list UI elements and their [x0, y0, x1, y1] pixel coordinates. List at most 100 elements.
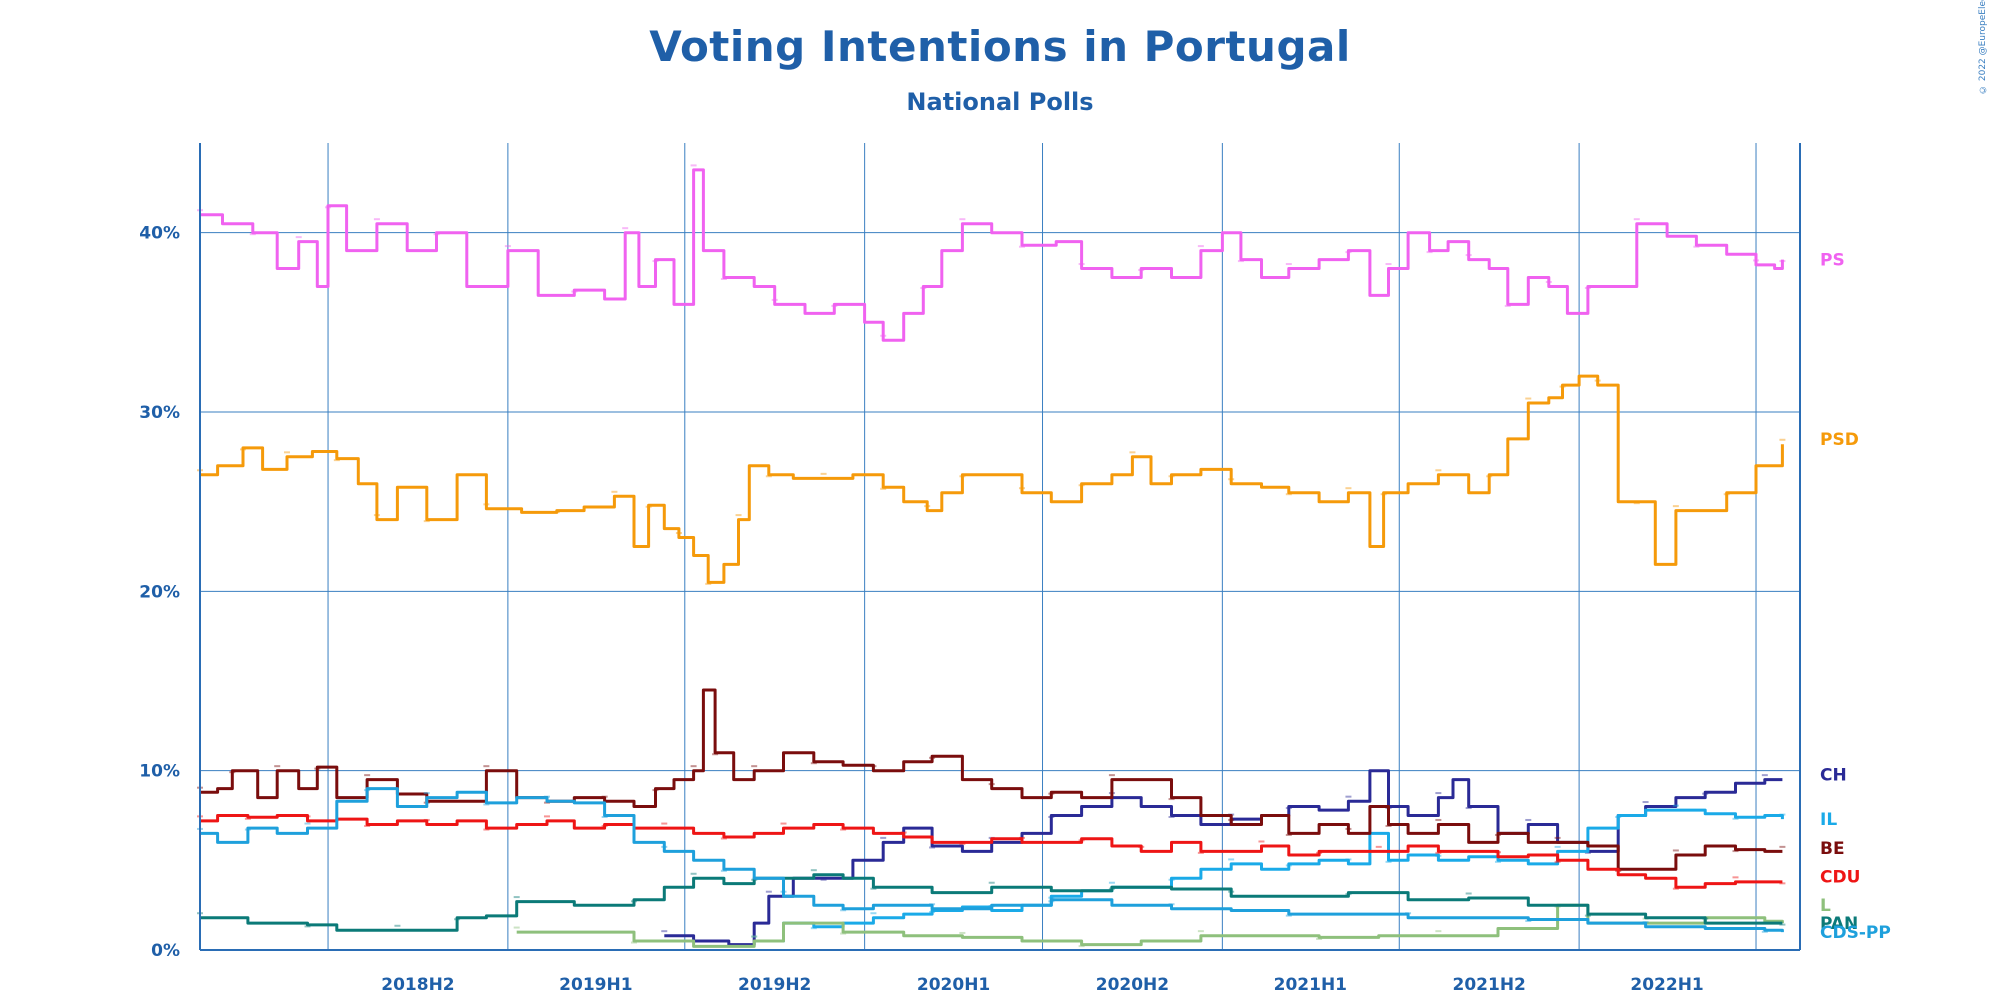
- poll-marker: [1504, 304, 1511, 307]
- poll-marker: [1584, 914, 1591, 917]
- poll-marker: [1285, 833, 1292, 836]
- poll-marker: [1018, 245, 1025, 248]
- series-label: IL: [1820, 810, 1837, 830]
- poll-marker: [283, 451, 290, 454]
- poll-marker: [720, 837, 727, 840]
- poll-marker: [622, 227, 629, 230]
- poll-marker: [1554, 836, 1561, 839]
- poll-marker: [820, 472, 827, 475]
- poll-marker: [1779, 438, 1786, 441]
- poll-marker: [364, 774, 371, 777]
- poll-marker: [1672, 804, 1679, 807]
- poll-marker: [333, 459, 340, 462]
- poll-marker: [1633, 218, 1640, 221]
- series-line-il: [754, 808, 1784, 943]
- poll-marker: [1525, 818, 1532, 821]
- series-label: L: [1820, 896, 1831, 916]
- poll-marker: [1285, 263, 1292, 266]
- poll-marker: [1228, 858, 1235, 861]
- poll-marker: [1197, 245, 1204, 248]
- poll-marker: [661, 930, 668, 933]
- poll-marker: [1108, 774, 1115, 777]
- poll-marker: [1258, 840, 1265, 843]
- x-tick-label: 2019H2: [738, 975, 811, 995]
- poll-marker: [690, 164, 697, 167]
- poll-marker: [504, 245, 511, 248]
- poll-marker: [735, 514, 742, 517]
- poll-marker: [373, 218, 380, 221]
- series-label: CDS-PP: [1820, 923, 1891, 943]
- series-label: PSD: [1820, 430, 1859, 450]
- poll-marker: [1494, 860, 1501, 863]
- x-tick-label: 2018H2: [381, 975, 454, 995]
- poll-marker: [690, 872, 697, 875]
- series-label: CH: [1820, 765, 1847, 785]
- poll-marker: [274, 765, 281, 768]
- poll-marker: [1761, 774, 1768, 777]
- poll-marker: [1435, 792, 1442, 795]
- poll-marker: [1285, 914, 1292, 917]
- series-line-be: [200, 688, 1783, 871]
- poll-marker: [1672, 505, 1679, 508]
- poll-marker: [1385, 263, 1392, 266]
- poll-marker: [765, 890, 772, 893]
- poll-marker: [1642, 801, 1649, 804]
- poll-marker: [751, 935, 758, 938]
- poll-marker: [1672, 849, 1679, 852]
- poll-marker: [1426, 251, 1433, 254]
- poll-marker: [483, 803, 490, 806]
- chart-title: Voting Intentions in Portugal: [649, 22, 1351, 71]
- poll-marker: [988, 881, 995, 884]
- poll-marker: [661, 822, 668, 825]
- y-tick-label: 0%: [151, 941, 180, 961]
- poll-marker: [1465, 892, 1472, 895]
- poll-marker: [513, 926, 520, 929]
- poll-marker: [1129, 451, 1136, 454]
- series-line-ps: [200, 168, 1784, 342]
- poll-marker: [1316, 937, 1323, 940]
- poll-marker: [959, 931, 966, 934]
- series-line-psd: [200, 374, 1784, 584]
- poll-marker: [720, 278, 727, 280]
- poll-marker: [513, 896, 520, 899]
- poll-marker: [1525, 397, 1532, 400]
- poll-marker: [543, 815, 550, 818]
- series-line-cdu: [200, 814, 1783, 889]
- series-line-ch: [664, 769, 1783, 947]
- series-label: PS: [1820, 251, 1845, 271]
- y-tick-label: 20%: [139, 582, 180, 602]
- poll-marker: [1385, 860, 1392, 863]
- poll-marker: [1345, 795, 1352, 798]
- poll-marker: [870, 887, 877, 890]
- poll-marker: [1345, 487, 1352, 490]
- poll-marker: [880, 487, 887, 490]
- poll-marker: [1108, 881, 1115, 884]
- poll-marker: [295, 236, 302, 239]
- poll-marker: [751, 765, 758, 768]
- poll-marker: [304, 822, 311, 825]
- poll-marker: [483, 765, 490, 768]
- poll-marker: [1732, 876, 1739, 879]
- poll-marker: [690, 765, 697, 768]
- series-line-pan: [200, 873, 1783, 932]
- poll-marker: [1693, 245, 1700, 248]
- poll-marker: [1197, 930, 1204, 933]
- y-tick-label: 10%: [139, 762, 180, 782]
- x-tick-label: 2020H2: [1096, 975, 1169, 995]
- poll-marker: [959, 218, 966, 221]
- poll-marker: [611, 490, 618, 493]
- poll-marker: [423, 792, 430, 795]
- poll-marker: [870, 912, 877, 915]
- poll-marker: [720, 869, 727, 872]
- poll-marker: [880, 836, 887, 839]
- poll-marker: [1435, 930, 1442, 933]
- x-tick-label: 2019H1: [559, 975, 632, 995]
- poll-marker: [1779, 923, 1786, 926]
- series-label: BE: [1820, 839, 1845, 859]
- poll-marker: [1435, 818, 1442, 821]
- poll-marker: [712, 753, 719, 756]
- poll-marker: [1465, 807, 1472, 810]
- poll-marker: [751, 935, 758, 938]
- chart-subtitle: National Polls: [906, 88, 1094, 116]
